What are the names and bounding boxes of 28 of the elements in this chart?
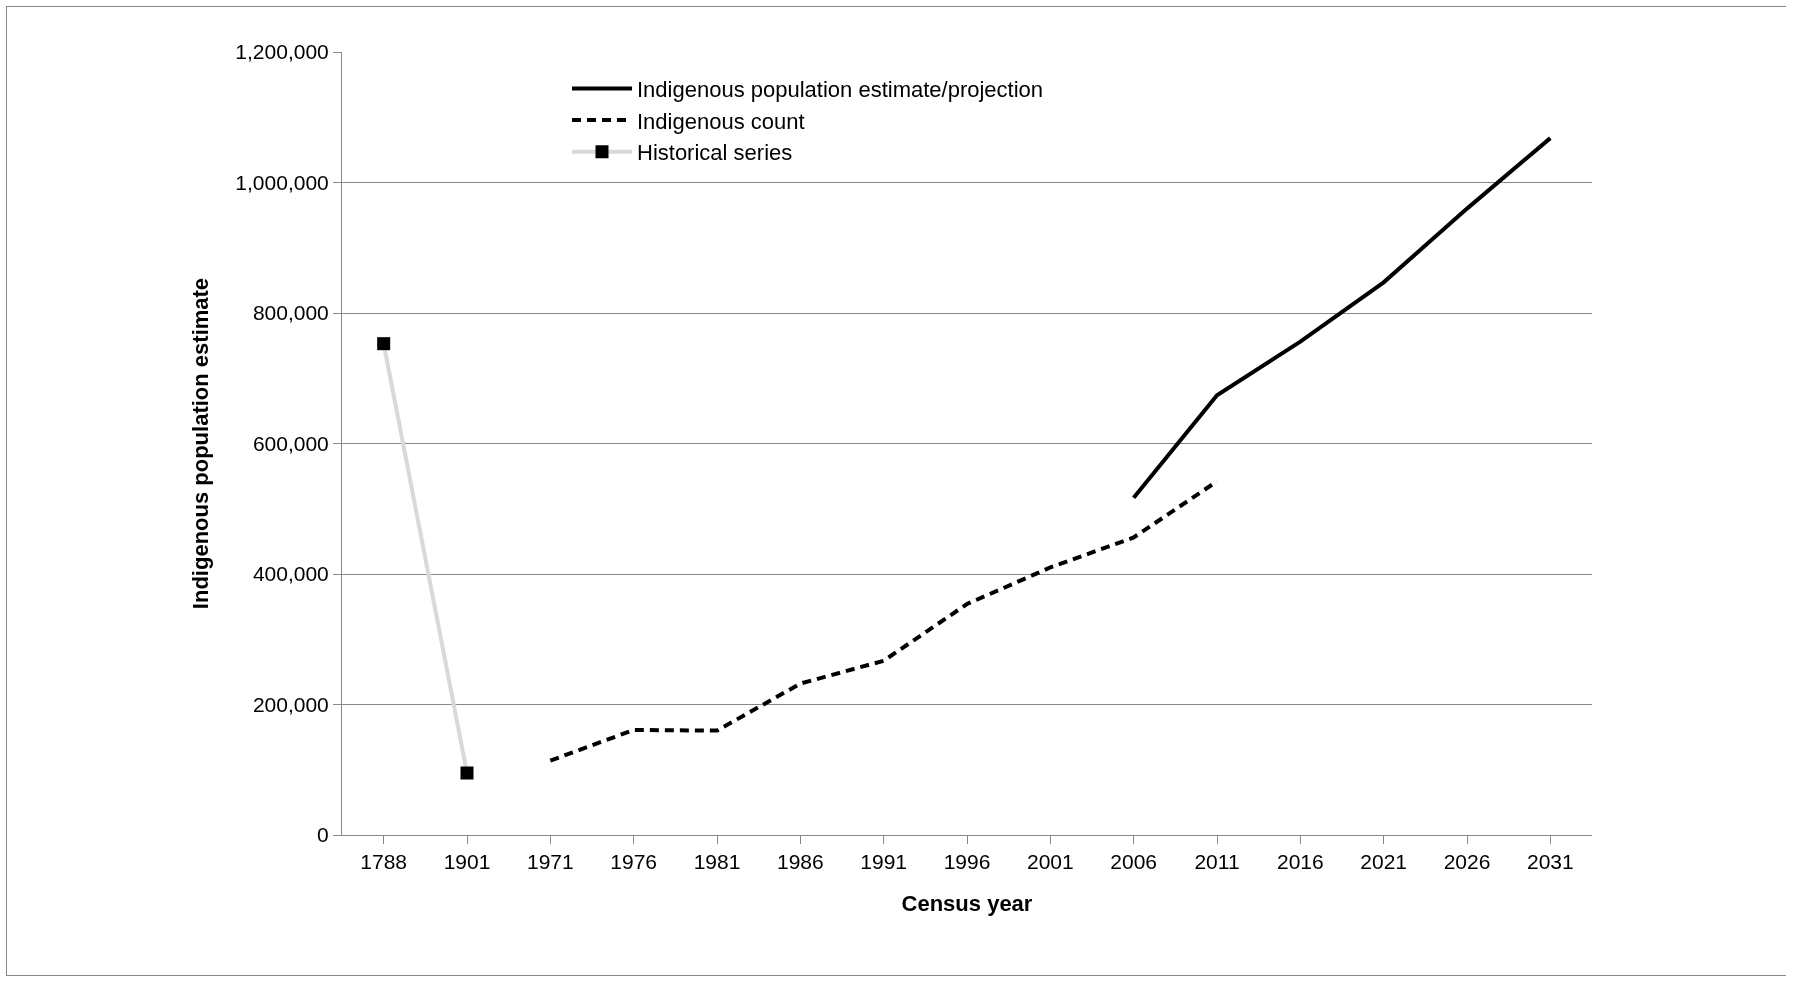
x-tick-label: 1991 xyxy=(860,850,908,874)
x-axis-title: Census year xyxy=(901,891,1033,916)
x-tick-label: 1996 xyxy=(943,850,991,874)
y-tick-label: 0 xyxy=(317,823,329,847)
legend-label: Indigenous count xyxy=(637,108,805,134)
x-tick-label: 1981 xyxy=(693,850,741,874)
x-tick-label: 1986 xyxy=(776,850,824,874)
x-tick-label: 1976 xyxy=(610,850,658,874)
x-tick-label: 1788 xyxy=(360,850,408,874)
y-tick-label: 400,000 xyxy=(252,562,329,586)
y-tick-label: 800,000 xyxy=(252,301,329,325)
y-tick-label: 200,000 xyxy=(252,692,329,716)
legend-label: Historical series xyxy=(637,140,793,166)
x-tick-label: 2021 xyxy=(1360,850,1408,874)
x-tick-label: 2016 xyxy=(1276,850,1324,874)
y-tick-label: 1,200,000 xyxy=(235,40,329,64)
legend-label: Indigenous population estimate/projection xyxy=(637,77,1044,103)
x-tick-label: 2006 xyxy=(1110,850,1158,874)
y-tick-label: 1,000,000 xyxy=(235,170,329,194)
x-tick-label: 2026 xyxy=(1443,850,1491,874)
y-tick-label: 600,000 xyxy=(252,431,329,455)
x-tick-label: 1971 xyxy=(526,850,574,874)
x-tick-label: 2011 xyxy=(1194,850,1240,874)
line-series xyxy=(1131,136,1553,500)
y-axis-title: Indigenous population estimate xyxy=(188,277,214,610)
x-tick-label: 2031 xyxy=(1526,850,1574,874)
x-tick-label: 1901 xyxy=(443,850,491,874)
x-tick-label: 2001 xyxy=(1026,850,1074,874)
